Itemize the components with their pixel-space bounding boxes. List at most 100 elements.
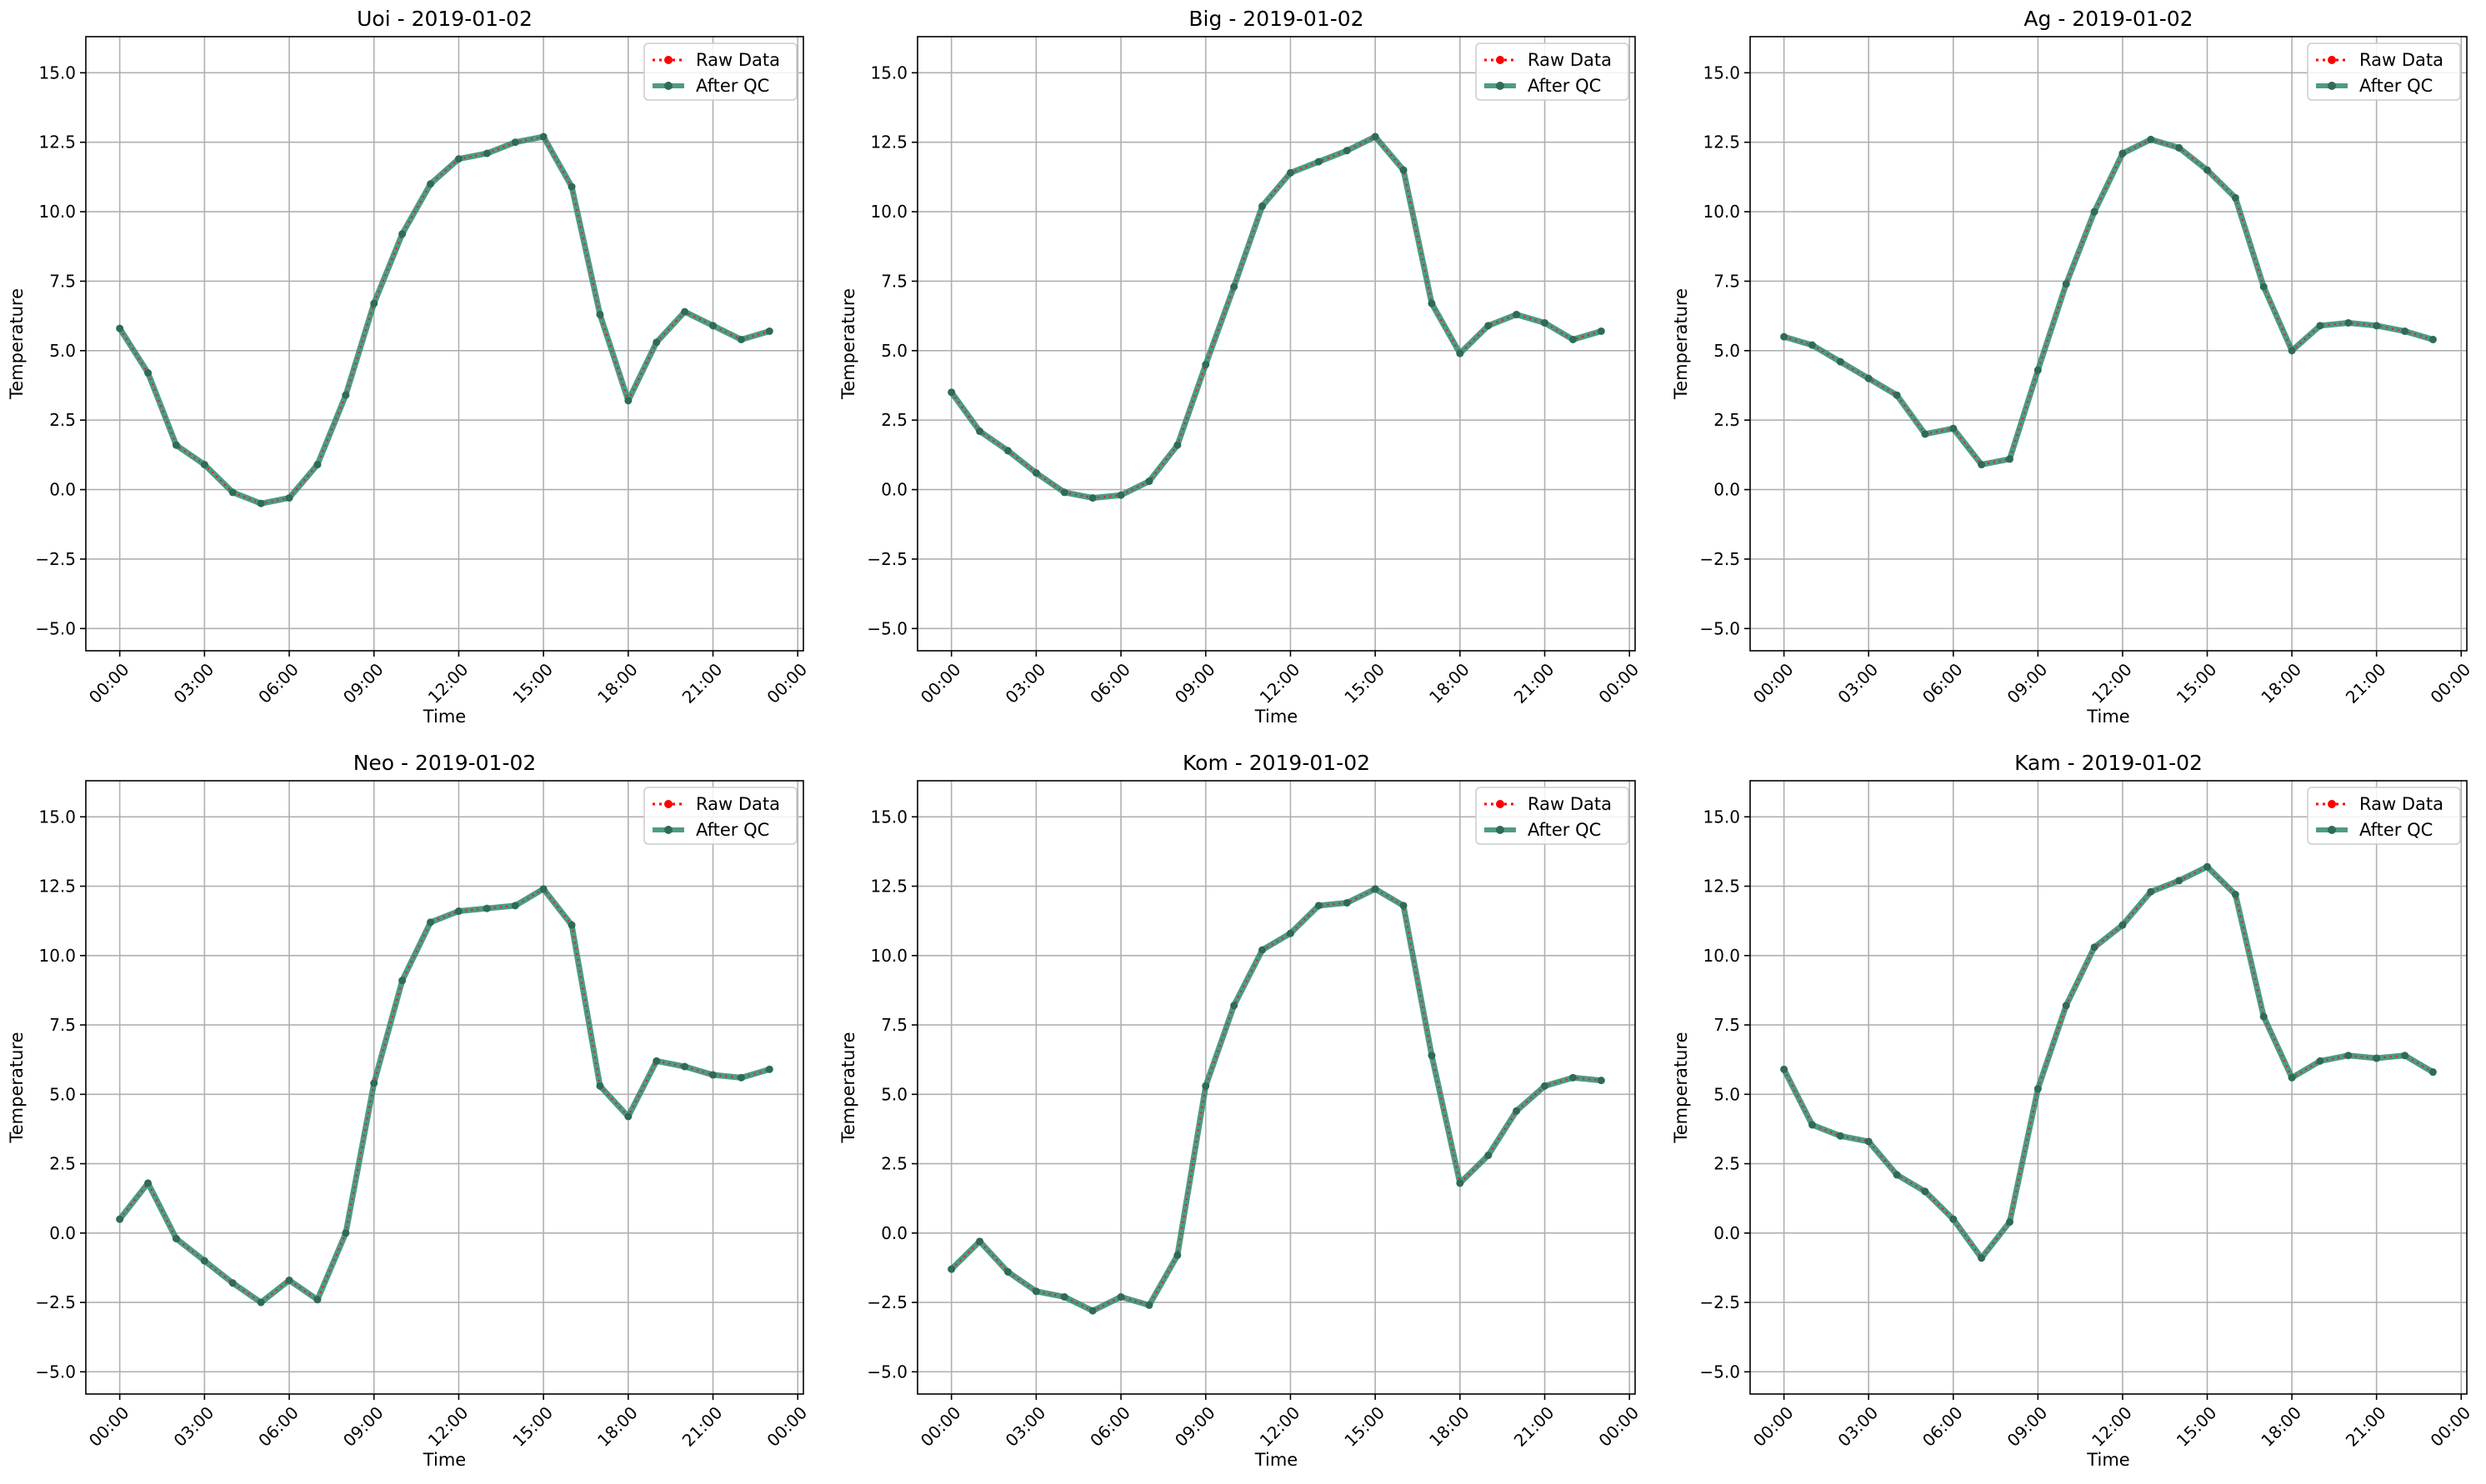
- data-point: [2118, 921, 2127, 929]
- y-tick-label: 15.0: [870, 62, 908, 82]
- x-tick-label: 15:00: [508, 1402, 557, 1451]
- y-tick-label: 2.5: [1713, 1154, 1740, 1174]
- x-tick-label: 12:00: [424, 1402, 473, 1451]
- axes-frame: [1749, 36, 2468, 652]
- y-tick-label: −5.0: [1699, 1362, 1740, 1382]
- data-point: [1541, 318, 1549, 327]
- x-tick-label: 03:00: [1002, 659, 1050, 707]
- y-tick-label: −5.0: [1699, 618, 1740, 638]
- y-tick-label: 12.5: [870, 877, 908, 897]
- data-point: [2203, 166, 2212, 174]
- x-tick-label: 06:00: [1086, 1402, 1134, 1451]
- data-point: [1597, 1077, 1605, 1085]
- data-point: [539, 132, 548, 141]
- y-tick-label: 10.0: [1703, 946, 1740, 966]
- data-point: [1484, 1152, 1493, 1160]
- chart-title: Kom - 2019-01-02: [1183, 751, 1370, 775]
- data-point: [313, 461, 322, 469]
- data-point: [2428, 335, 2437, 343]
- y-axis-label: Temperature: [838, 288, 858, 400]
- data-point: [1314, 902, 1323, 910]
- data-point: [1456, 349, 1464, 357]
- data-point: [1060, 1292, 1068, 1301]
- raw-series-line: [1783, 865, 2433, 1260]
- data-point: [1513, 1107, 1521, 1115]
- x-tick-label: 12:00: [2088, 1402, 2136, 1451]
- x-tick-label: 21:00: [678, 659, 727, 707]
- axes-frame: [1749, 780, 2468, 1395]
- x-tick-label: 21:00: [2342, 1402, 2390, 1451]
- x-axis-label: Time: [423, 1450, 466, 1470]
- y-tick-label: 7.5: [1713, 271, 1740, 291]
- data-point: [370, 1079, 378, 1087]
- data-point: [1949, 1215, 1958, 1223]
- y-tick-label: 15.0: [1703, 807, 1740, 827]
- x-tick-label: 18:00: [593, 1402, 642, 1451]
- data-point: [285, 494, 293, 502]
- y-axis-label: Temperature: [1671, 288, 1691, 400]
- data-point: [1032, 1287, 1040, 1296]
- y-tick-label: 15.0: [870, 807, 908, 827]
- legend-qc-label: After QC: [2359, 820, 2433, 840]
- y-axis-label: Temperature: [1671, 1032, 1691, 1143]
- legend-qc-marker: [664, 82, 673, 90]
- legend: Raw Data After QC: [2307, 787, 2461, 845]
- data-point: [1258, 202, 1267, 210]
- x-tick-label: 09:00: [1171, 1402, 1219, 1451]
- data-point: [2344, 1052, 2353, 1060]
- data-point: [1836, 357, 1844, 366]
- data-point: [116, 324, 124, 332]
- x-tick-label: 06:00: [1918, 1402, 1967, 1451]
- data-point: [1836, 1132, 1844, 1140]
- y-tick-label: 7.5: [49, 271, 76, 291]
- y-tick-label: 0.0: [1713, 480, 1740, 500]
- data-point: [1541, 1082, 1549, 1090]
- y-tick-label: 5.0: [1713, 1084, 1740, 1104]
- data-point: [116, 1215, 124, 1223]
- data-point: [976, 427, 984, 436]
- chart-title: Neo - 2019-01-02: [353, 751, 537, 775]
- data-point: [2428, 1068, 2437, 1077]
- data-point: [1145, 1301, 1153, 1309]
- legend-raw-marker: [664, 56, 673, 64]
- data-point: [1428, 1052, 1436, 1060]
- data-point: [948, 1265, 956, 1273]
- data-point: [342, 1229, 350, 1237]
- data-point: [2231, 891, 2239, 899]
- data-point: [2062, 1002, 2070, 1010]
- y-tick-label: −2.5: [867, 549, 908, 569]
- subplot-2: 00:00 03:00 06:00 09:00 12:00 15:00 18:00 21:00…: [1671, 7, 2474, 727]
- legend-raw-label: Raw Data: [2359, 794, 2443, 814]
- data-point: [1864, 1137, 1873, 1146]
- data-point: [1173, 441, 1182, 449]
- data-point: [2401, 327, 2409, 335]
- raw-series-line: [950, 135, 1602, 499]
- y-tick-label: 7.5: [881, 271, 908, 291]
- data-point: [681, 1062, 689, 1071]
- data-point: [2005, 1218, 2013, 1227]
- x-tick-label: 03:00: [170, 1402, 218, 1451]
- subplot-4: 00:00 03:00 06:00 09:00 12:00 15:00 18:00 21:00…: [838, 751, 1643, 1470]
- y-tick-label: 10.0: [38, 946, 76, 966]
- data-point: [511, 138, 519, 147]
- chart-title: Big - 2019-01-02: [1188, 7, 1363, 31]
- y-tick-label: 2.5: [881, 1154, 908, 1174]
- x-tick-label: 03:00: [1833, 659, 1882, 707]
- x-tick-label: 21:00: [1510, 659, 1558, 707]
- data-point: [1343, 147, 1351, 155]
- x-tick-label: 21:00: [678, 1402, 727, 1451]
- x-tick-label: 00:00: [1594, 1402, 1643, 1451]
- data-point: [1173, 1251, 1182, 1259]
- x-tick-label: 00:00: [85, 1402, 133, 1451]
- data-point: [427, 180, 435, 188]
- data-point: [1145, 477, 1153, 486]
- data-point: [1399, 166, 1408, 174]
- data-point: [144, 1179, 153, 1187]
- x-tick-label: 00:00: [1749, 1402, 1798, 1451]
- data-point: [2005, 455, 2013, 463]
- legend: Raw Data After QC: [2307, 42, 2461, 101]
- legend-qc-label: After QC: [696, 76, 769, 96]
- data-point: [2259, 282, 2268, 291]
- y-tick-label: 15.0: [1703, 62, 1740, 82]
